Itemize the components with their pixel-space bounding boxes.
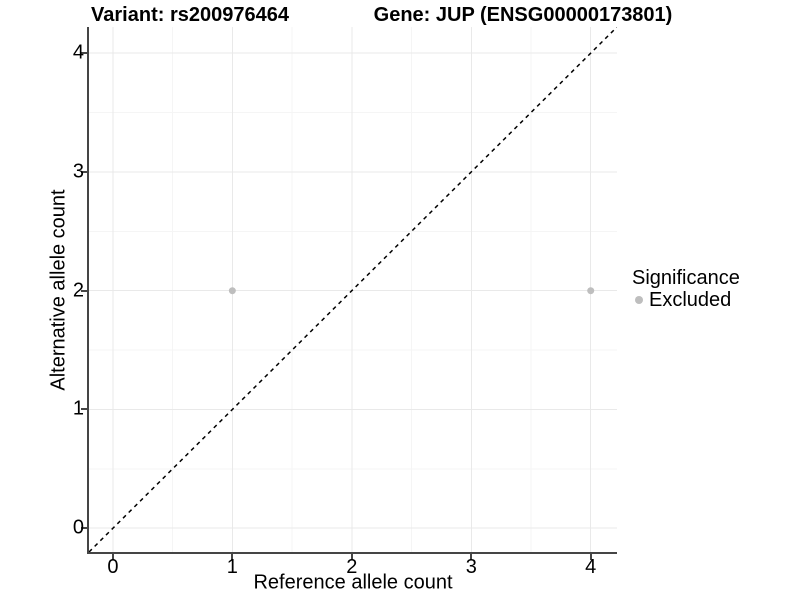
x-tick-label: 0 bbox=[107, 556, 119, 578]
x-axis-title: Reference allele count bbox=[253, 571, 453, 594]
x-tick-label: 1 bbox=[226, 556, 238, 578]
x-tick-label: 3 bbox=[465, 556, 477, 578]
identity-dashed-line bbox=[89, 27, 617, 552]
x-tick-mark bbox=[470, 554, 473, 560]
y-tick-label: 2 bbox=[72, 279, 84, 302]
y-tick-label: 4 bbox=[72, 41, 84, 64]
y-tick-label: 0 bbox=[72, 516, 84, 539]
y-tick-mark bbox=[81, 408, 87, 411]
legend-title: Significance bbox=[632, 267, 740, 289]
x-tick-mark bbox=[111, 554, 114, 560]
x-tick-label: 2 bbox=[346, 556, 358, 578]
y-tick-mark bbox=[81, 289, 87, 292]
legend-key-dot-icon bbox=[635, 296, 643, 304]
plot-panel bbox=[87, 27, 617, 554]
y-tick-label: 3 bbox=[72, 160, 84, 183]
y-tick-label: 1 bbox=[72, 397, 84, 420]
plot-title-variant: Variant: rs200976464 bbox=[91, 4, 289, 26]
legend-entry-excluded: Excluded bbox=[632, 289, 740, 311]
x-tick-mark bbox=[589, 554, 592, 560]
legend-entry-label: Excluded bbox=[649, 289, 732, 311]
plot-title-gene: Gene: JUP (ENSG00000173801) bbox=[373, 4, 673, 26]
x-tick-label: 4 bbox=[585, 556, 597, 578]
y-tick-mark bbox=[81, 527, 87, 530]
data-point bbox=[587, 287, 595, 295]
data-point bbox=[228, 287, 236, 295]
legend: Significance Excluded bbox=[632, 267, 740, 311]
y-tick-mark bbox=[81, 52, 87, 55]
y-tick-mark bbox=[81, 170, 87, 173]
plot-canvas bbox=[89, 27, 617, 552]
x-tick-mark bbox=[350, 554, 353, 560]
x-tick-mark bbox=[231, 554, 234, 560]
